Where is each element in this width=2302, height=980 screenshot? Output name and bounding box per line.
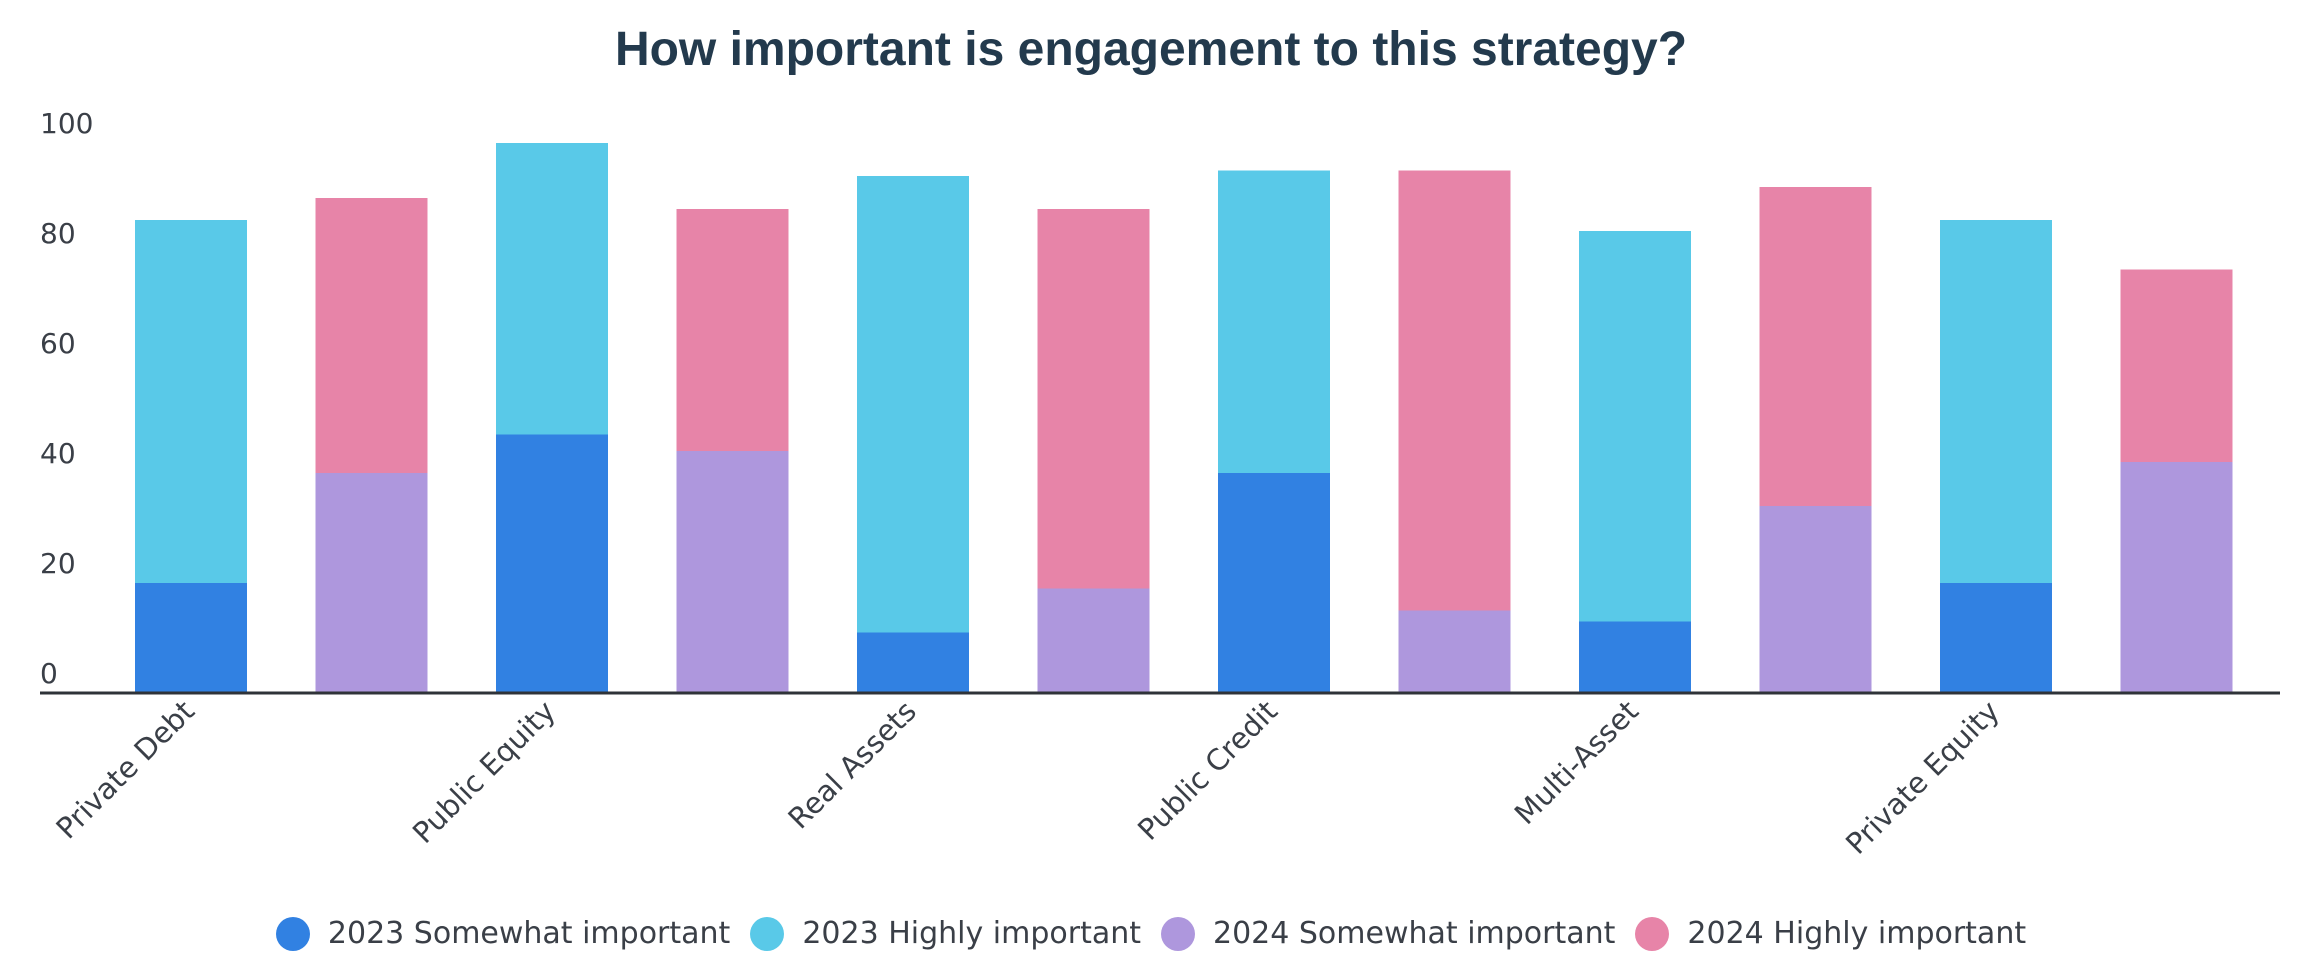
bar-2024-highly: [1037, 209, 1150, 589]
y-tick-label: 60: [40, 327, 76, 360]
legend-item-2023-somewhat: 2023 Somewhat important: [275, 916, 731, 951]
bar-2024-highly: [1759, 187, 1872, 506]
legend-swatch-2023-somewhat: [275, 916, 310, 951]
bar-2023-highly: [496, 143, 608, 435]
x-tick-label: Multi-Asset: [1508, 694, 1645, 831]
x-tick-label: Real Assets: [781, 694, 923, 836]
legend-swatch-2024-highly: [1635, 916, 1670, 951]
legend: 2023 Somewhat important 2023 Highly impo…: [0, 916, 2302, 951]
legend-item-2024-highly: 2024 Highly important: [1635, 916, 2026, 951]
bar-2024-somewhat: [1759, 506, 1872, 693]
x-tick-label: Private Debt: [49, 694, 201, 846]
bar-2024-highly: [676, 209, 789, 451]
legend-label-2023-highly: 2023 Highly important: [802, 916, 1141, 951]
y-tick-label: 100: [40, 107, 93, 140]
legend-swatch-2024-somewhat: [1161, 916, 1195, 951]
y-tick-label: 20: [40, 547, 76, 580]
legend-label-2024-highly: 2024 Highly important: [1687, 916, 2027, 951]
bar-2023-somewhat: [135, 583, 247, 693]
bar-2023-highly: [1940, 220, 2052, 583]
bar-2023-highly: [135, 220, 247, 583]
legend-label-2023-somewhat: 2023 Somewhat important: [327, 916, 731, 951]
bar-2023-somewhat: [1218, 473, 1330, 693]
bar-2023-somewhat: [857, 632, 969, 693]
stacked-bar-chart: 0 20 40 60 80 100 Private Debt Public Equity Rea…: [40, 107, 2280, 861]
y-tick-label: 0: [40, 657, 58, 690]
bar-2024-somewhat: [676, 451, 789, 693]
chart-title: How important is engagement to this stra…: [614, 23, 1688, 76]
bar-2024-somewhat: [315, 473, 428, 693]
bar-2023-highly: [857, 176, 969, 633]
y-tick-label: 40: [40, 437, 76, 470]
bar-2024-somewhat: [1398, 610, 1511, 693]
legend-item-2023-highly: 2023 Highly important: [750, 916, 1141, 951]
bar-2024-somewhat: [1037, 588, 1150, 693]
legend-label-2024-somewhat: 2024 Somewhat important: [1213, 916, 1616, 951]
bar-2024-highly: [1398, 170, 1511, 611]
bar-2024-highly: [2120, 269, 2233, 462]
bar-2024-highly: [315, 198, 428, 473]
legend-item-2024-somewhat: 2024 Somewhat important: [1161, 916, 1615, 951]
bar-2023-somewhat: [1940, 583, 2052, 693]
y-tick-label: 80: [40, 217, 76, 250]
bar-2023-somewhat: [1579, 621, 1691, 693]
bar-2024-somewhat: [2120, 462, 2233, 693]
bar-2023-highly: [1579, 231, 1691, 622]
bar-2023-somewhat: [496, 434, 608, 693]
x-tick-label: Public Credit: [1131, 694, 1284, 847]
bar-2023-highly: [1218, 170, 1330, 473]
x-tick-label: Private Equity: [1839, 694, 2006, 861]
legend-swatch-2023-highly: [750, 916, 785, 951]
x-tick-label: Public Equity: [406, 694, 562, 850]
